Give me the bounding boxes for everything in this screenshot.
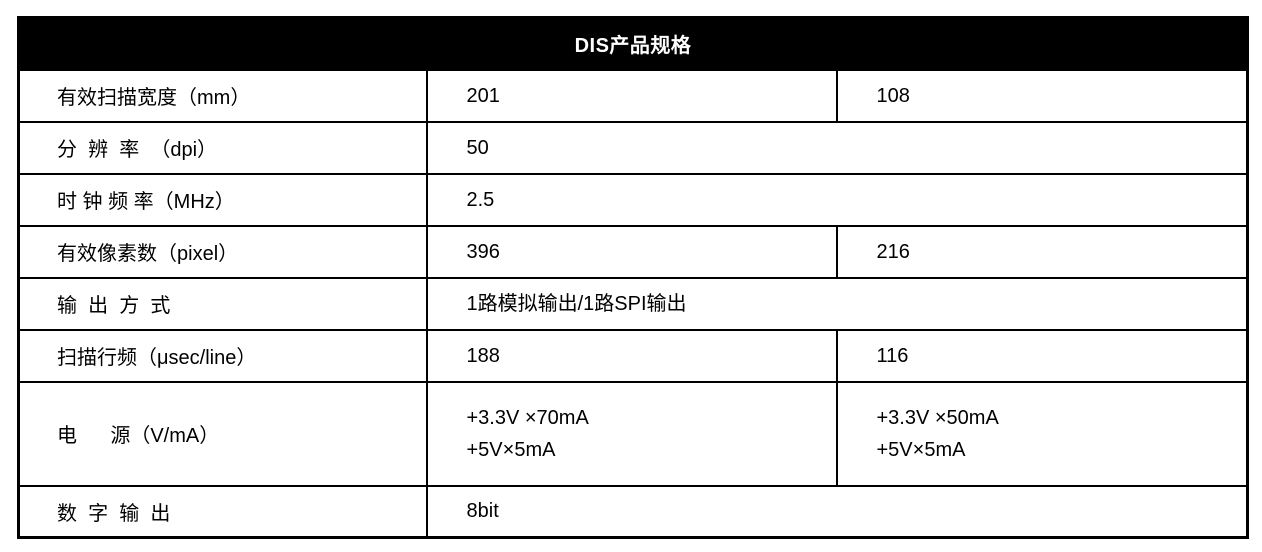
row-label: 电 源（V/mA） <box>17 380 428 487</box>
row-label: 分 辨 率 （dpi） <box>17 120 428 175</box>
row-value: +3.3V ×50mA +5V×5mA <box>835 380 1249 487</box>
row-value: +3.3V ×70mA +5V×5mA <box>425 380 838 487</box>
row-value: 2.5 <box>425 172 1249 227</box>
row-resolution: 分 辨 率 （dpi） 50 <box>17 120 1249 175</box>
row-value: 50 <box>425 120 1249 175</box>
row-value: 116 <box>835 328 1249 383</box>
table-header-row: DIS产品规格 <box>16 16 1250 71</box>
row-value: 216 <box>835 224 1249 279</box>
row-clock-frequency: 时 钟 频 率（MHz） 2.5 <box>17 172 1249 227</box>
row-power-supply: 电 源（V/mA） +3.3V ×70mA +5V×5mA +3.3V ×50m… <box>17 380 1249 487</box>
row-label: 有效像素数（pixel） <box>17 224 428 279</box>
row-effective-pixels: 有效像素数（pixel） 396 216 <box>17 224 1249 279</box>
row-value: 8bit <box>425 484 1249 539</box>
spec-table: DIS产品规格 有效扫描宽度（mm） 201 108 分 辨 率 （dpi） 5… <box>16 16 1250 539</box>
row-label: 扫描行频（μsec/line） <box>17 328 428 383</box>
row-value: 201 <box>425 68 838 123</box>
row-value: 108 <box>835 68 1249 123</box>
row-label: 数 字 输 出 <box>17 484 428 539</box>
row-output-mode: 输 出 方 式 1路模拟输出/1路SPI输出 <box>17 276 1249 331</box>
table-title: DIS产品规格 <box>16 16 1250 71</box>
row-label: 时 钟 频 率（MHz） <box>17 172 428 227</box>
row-value: 1路模拟输出/1路SPI输出 <box>425 276 1249 331</box>
row-label: 有效扫描宽度（mm） <box>17 68 428 123</box>
row-scan-width: 有效扫描宽度（mm） 201 108 <box>17 68 1249 123</box>
row-label: 输 出 方 式 <box>17 276 428 331</box>
row-value: 396 <box>425 224 838 279</box>
row-scan-line-rate: 扫描行频（μsec/line） 188 116 <box>17 328 1249 383</box>
row-value: 188 <box>425 328 838 383</box>
row-digital-output: 数 字 输 出 8bit <box>17 484 1249 539</box>
